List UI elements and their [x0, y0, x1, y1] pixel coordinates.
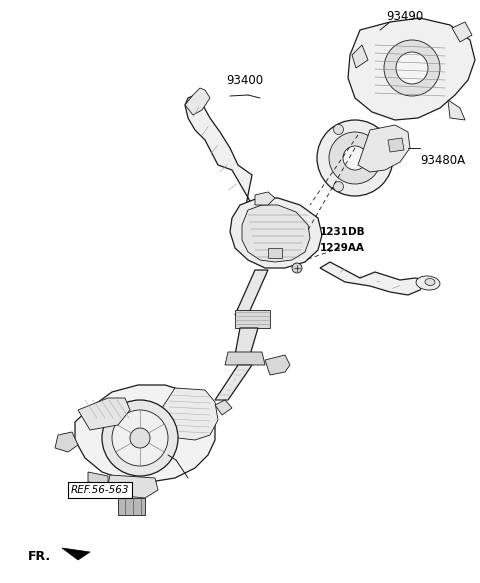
Polygon shape [255, 192, 275, 205]
Polygon shape [388, 138, 404, 152]
Polygon shape [452, 22, 472, 42]
Polygon shape [215, 400, 232, 415]
Text: 1231DB: 1231DB [320, 227, 366, 237]
Polygon shape [235, 270, 268, 315]
Circle shape [130, 428, 150, 448]
Polygon shape [215, 365, 252, 400]
Polygon shape [348, 18, 475, 120]
Text: REF.56-563: REF.56-563 [71, 485, 129, 495]
Polygon shape [88, 472, 108, 485]
Polygon shape [62, 548, 90, 560]
Circle shape [102, 400, 178, 476]
Circle shape [292, 263, 302, 273]
Polygon shape [242, 205, 310, 262]
Polygon shape [352, 45, 368, 68]
Text: 93490: 93490 [386, 9, 424, 23]
Polygon shape [268, 248, 282, 258]
Polygon shape [320, 262, 425, 295]
Circle shape [329, 132, 381, 184]
Polygon shape [448, 100, 465, 120]
Polygon shape [265, 355, 290, 375]
Polygon shape [230, 198, 322, 268]
Circle shape [384, 40, 440, 96]
Ellipse shape [425, 279, 435, 286]
Circle shape [317, 120, 393, 196]
Polygon shape [185, 95, 258, 220]
Polygon shape [225, 352, 265, 365]
Polygon shape [185, 88, 210, 115]
Circle shape [383, 153, 393, 163]
Circle shape [334, 181, 344, 192]
Polygon shape [235, 310, 270, 328]
Polygon shape [240, 212, 268, 232]
Polygon shape [55, 432, 78, 452]
Text: 1229AA: 1229AA [320, 243, 365, 253]
Polygon shape [235, 328, 258, 355]
Circle shape [334, 124, 344, 135]
Circle shape [112, 410, 168, 466]
Polygon shape [108, 475, 158, 498]
Ellipse shape [416, 276, 440, 290]
Polygon shape [162, 388, 218, 440]
Polygon shape [358, 125, 410, 172]
Circle shape [343, 146, 367, 170]
Text: 93400: 93400 [227, 73, 264, 86]
Text: FR.: FR. [28, 550, 51, 563]
Circle shape [396, 52, 428, 84]
Polygon shape [118, 498, 145, 515]
Text: 93480A: 93480A [420, 153, 465, 167]
Polygon shape [78, 398, 130, 430]
Polygon shape [75, 385, 215, 482]
